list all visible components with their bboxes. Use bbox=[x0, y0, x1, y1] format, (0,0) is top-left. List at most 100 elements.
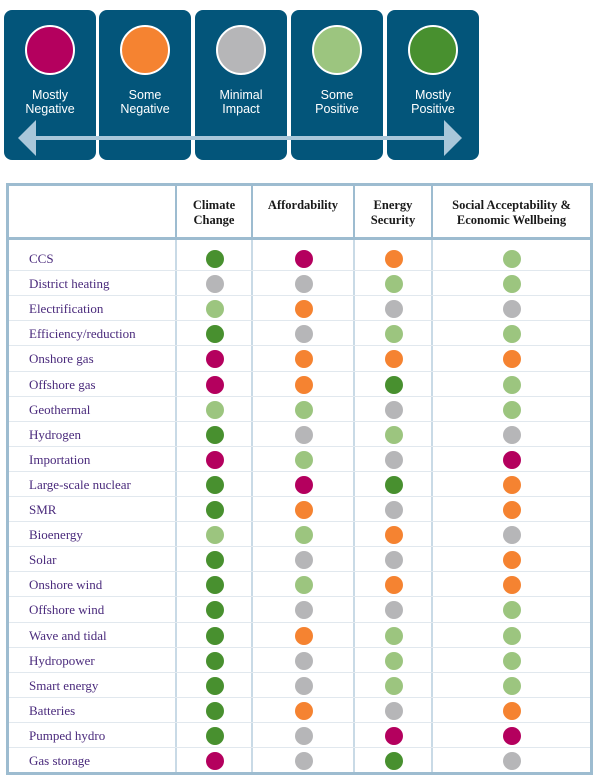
rating-dot-mostly-positive bbox=[385, 475, 403, 494]
row-divider bbox=[9, 445, 590, 447]
rating-dot-some-positive bbox=[502, 375, 521, 394]
rating-dot-mostly-positive bbox=[206, 425, 224, 444]
table-row: Offshore wind bbox=[9, 597, 590, 622]
rating-dot-mostly-positive bbox=[206, 250, 224, 268]
row-divider bbox=[9, 420, 590, 422]
column-header-line2: Change bbox=[193, 213, 235, 227]
rating-dot-some-positive bbox=[385, 651, 403, 670]
column-divider bbox=[251, 240, 253, 772]
legend-label-line2: Negative bbox=[25, 102, 75, 116]
column-header: Affordability bbox=[253, 186, 355, 237]
row-divider bbox=[9, 470, 590, 472]
table-row: Hydropower bbox=[9, 648, 590, 673]
column-divider bbox=[353, 240, 355, 772]
rating-dot-some-negative bbox=[295, 350, 313, 369]
rating-dot-minimal-impact bbox=[295, 726, 313, 745]
rating-dot-some-negative bbox=[295, 701, 313, 720]
row-divider bbox=[9, 696, 590, 698]
table-row: Smart energy bbox=[9, 673, 590, 698]
rating-dot-mostly-positive bbox=[206, 475, 224, 494]
rating-dot-minimal-impact bbox=[295, 601, 313, 620]
rating-dot-some-positive bbox=[502, 275, 521, 294]
rating-dot-some-negative bbox=[385, 350, 403, 369]
row-divider bbox=[9, 320, 590, 322]
technology-name: Hydropower bbox=[29, 652, 95, 668]
legend-label-line1: Some bbox=[128, 88, 162, 102]
table-row: Efficiency/reduction bbox=[9, 321, 590, 346]
legend-label-line1: Mostly bbox=[31, 88, 69, 102]
table-row: Importation bbox=[9, 447, 590, 472]
rating-dot-minimal-impact bbox=[295, 325, 313, 344]
column-header-line2: Security bbox=[370, 213, 416, 227]
table-row: Geothermal bbox=[9, 397, 590, 422]
technology-name: Pumped hydro bbox=[29, 727, 106, 743]
row-divider bbox=[9, 646, 590, 648]
technology-name: Offshore wind bbox=[29, 602, 105, 618]
rating-dot-some-positive bbox=[502, 250, 521, 268]
technology-name: Batteries bbox=[29, 702, 76, 718]
column-header-line1: Social Acceptability & bbox=[452, 198, 571, 212]
technology-name: Offshore gas bbox=[29, 376, 96, 392]
legend-dot-mostly-positive bbox=[408, 25, 458, 75]
rating-dot-minimal-impact bbox=[385, 501, 403, 519]
rating-dot-mostly-positive bbox=[206, 651, 224, 670]
legend-label-line1: Minimal bbox=[219, 88, 263, 102]
technology-name: Geothermal bbox=[29, 401, 91, 417]
legend-label-line2: Impact bbox=[222, 102, 260, 116]
row-divider bbox=[9, 596, 590, 598]
technology-name: District heating bbox=[29, 276, 110, 292]
legend-label: Mostly Negative bbox=[4, 88, 96, 116]
legend-label-line2: Positive bbox=[411, 102, 455, 116]
rating-dot-minimal-impact bbox=[502, 752, 521, 770]
column-divider bbox=[431, 240, 433, 772]
column-header-line1: Energy bbox=[373, 198, 413, 212]
rating-dot-minimal-impact bbox=[385, 400, 403, 419]
rating-dot-some-positive bbox=[502, 651, 521, 670]
table-row: Hydrogen bbox=[9, 422, 590, 447]
table-row: Electrification bbox=[9, 296, 590, 321]
technology-name: Efficiency/reduction bbox=[29, 326, 136, 342]
rating-dot-mostly-negative bbox=[295, 475, 313, 494]
legend-dot-minimal-impact bbox=[216, 25, 266, 75]
legend-tile-some-positive: Some Positive bbox=[291, 10, 383, 160]
legend-label-line1: Some bbox=[320, 88, 354, 102]
rating-dot-mostly-negative bbox=[206, 752, 224, 770]
rating-dot-some-negative bbox=[502, 576, 521, 595]
rating-dot-minimal-impact bbox=[295, 651, 313, 670]
table-row: Gas storage bbox=[9, 748, 590, 773]
rating-dot-some-positive bbox=[385, 325, 403, 344]
impact-legend: Mostly Positive Some Positive Minimal Impact S… bbox=[4, 0, 479, 164]
column-header-line1: Affordability bbox=[267, 198, 339, 212]
rating-dot-some-positive bbox=[206, 400, 224, 419]
rating-dot-minimal-impact bbox=[385, 601, 403, 620]
row-divider bbox=[9, 521, 590, 523]
header-divider bbox=[9, 237, 590, 240]
rating-dot-minimal-impact bbox=[206, 275, 224, 294]
table-row: CCS bbox=[9, 246, 590, 271]
column-header: Energy Security bbox=[355, 186, 433, 237]
rating-dot-some-positive bbox=[295, 450, 313, 469]
rating-dot-minimal-impact bbox=[502, 425, 521, 444]
impact-scale-arrow bbox=[18, 120, 462, 156]
technology-name: Gas storage bbox=[29, 753, 91, 768]
technology-name: Importation bbox=[29, 451, 91, 467]
row-divider bbox=[9, 270, 590, 272]
rating-dot-some-positive bbox=[502, 676, 521, 695]
rating-dot-some-positive bbox=[502, 325, 521, 344]
table-row: Wave and tidal bbox=[9, 623, 590, 648]
rating-dot-some-positive bbox=[385, 626, 403, 645]
rating-dot-mostly-negative bbox=[206, 450, 224, 469]
rating-dot-some-negative bbox=[502, 475, 521, 494]
table-row: Bioenergy bbox=[9, 522, 590, 547]
rating-dot-some-positive bbox=[206, 300, 224, 319]
column-divider bbox=[175, 240, 177, 772]
rating-dot-some-negative bbox=[385, 250, 403, 268]
rating-dot-some-positive bbox=[502, 601, 521, 620]
row-divider bbox=[9, 721, 590, 723]
rating-dot-some-negative bbox=[385, 576, 403, 595]
rating-dot-some-negative bbox=[502, 701, 521, 720]
table-row: Onshore wind bbox=[9, 572, 590, 597]
column-header-line1: Climate bbox=[192, 198, 236, 212]
legend-label-line1: Mostly bbox=[414, 88, 452, 102]
table-row: Offshore gas bbox=[9, 372, 590, 397]
